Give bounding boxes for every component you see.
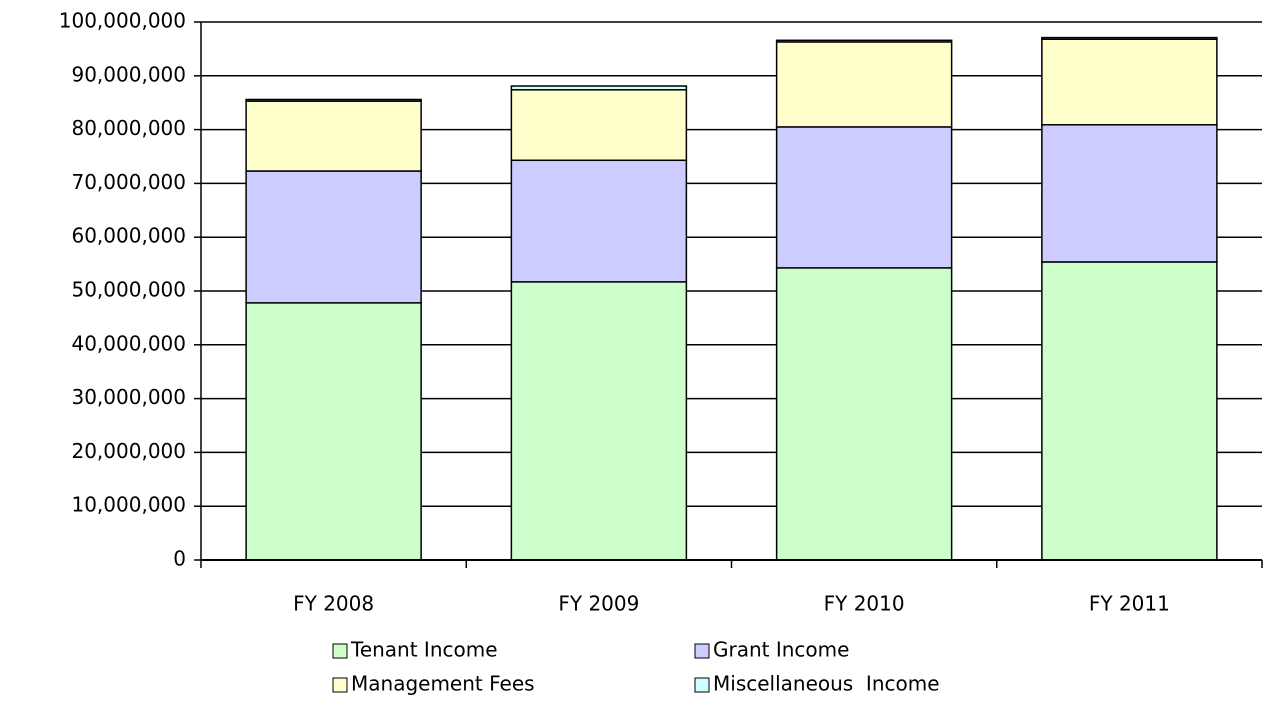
y-tick-label: 100,000,000 bbox=[59, 9, 186, 33]
bar-segment bbox=[775, 39, 953, 43]
x-tick-label: FY 2010 bbox=[824, 592, 905, 616]
x-tick-label: FY 2011 bbox=[1089, 592, 1170, 616]
bar-segment bbox=[510, 85, 688, 91]
y-tick-label: 10,000,000 bbox=[71, 493, 186, 517]
x-tick-label: FY 2008 bbox=[293, 592, 374, 616]
bar-segment bbox=[775, 267, 953, 561]
y-tick-label: 80,000,000 bbox=[71, 116, 186, 140]
legend-swatch bbox=[332, 643, 348, 659]
legend-swatch bbox=[694, 677, 710, 693]
bar-segment bbox=[510, 159, 688, 283]
y-tick-label: 90,000,000 bbox=[71, 62, 186, 86]
legend-swatch bbox=[694, 643, 710, 659]
bar-segment bbox=[1041, 124, 1218, 263]
legend-label: Grant Income bbox=[713, 638, 849, 662]
bar-segment bbox=[775, 126, 953, 269]
bar-segment bbox=[1041, 38, 1218, 126]
legend-label: Miscellaneous Income bbox=[713, 672, 940, 696]
legend-label: Management Fees bbox=[351, 672, 535, 696]
bar-segment bbox=[245, 98, 422, 102]
bar-segment bbox=[775, 41, 953, 128]
bar-segment bbox=[510, 281, 688, 561]
y-tick-label: 70,000,000 bbox=[71, 170, 186, 194]
legend-label: Tenant Income bbox=[350, 638, 498, 662]
y-tick-label: 30,000,000 bbox=[71, 385, 186, 409]
bar-segment bbox=[510, 89, 688, 162]
bar-segment bbox=[1041, 261, 1218, 561]
y-tick-label: 60,000,000 bbox=[71, 224, 186, 248]
bar-segment bbox=[245, 302, 422, 561]
y-tick-label: 0 bbox=[173, 547, 186, 571]
y-tick-label: 40,000,000 bbox=[71, 331, 186, 355]
legend-swatch bbox=[332, 677, 348, 693]
y-tick-label: 20,000,000 bbox=[71, 439, 186, 463]
bar-segment bbox=[245, 170, 422, 304]
bar-segment bbox=[1041, 36, 1218, 40]
x-tick-label: FY 2009 bbox=[558, 592, 639, 616]
bar-segment bbox=[245, 100, 422, 172]
y-tick-label: 50,000,000 bbox=[71, 278, 186, 302]
